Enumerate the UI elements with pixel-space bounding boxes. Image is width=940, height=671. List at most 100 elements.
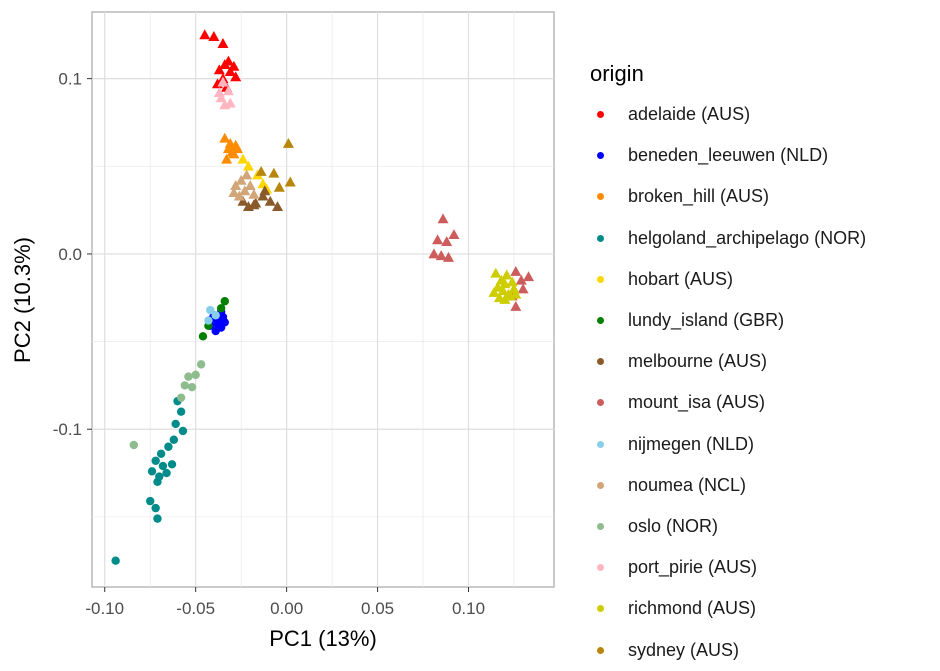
legend-item-melbourne: melbourne (AUS) <box>590 341 935 382</box>
legend-label: oslo (NOR) <box>628 515 719 536</box>
legend-items: adelaide (AUS) beneden_leeuwen (NLD) broke… <box>590 94 935 671</box>
point-broken-hill <box>228 148 240 159</box>
point-noumea <box>228 187 240 197</box>
plot-area: -0.10 -0.05 0.00 0.05 0.10 0.1 0.0 -0.1 PC1 (1… <box>10 11 555 651</box>
legend-label: mount_isa (AUS) <box>628 392 766 413</box>
point-noumea <box>248 188 260 199</box>
point-melbourne <box>272 201 284 211</box>
x-axis-title: PC1 (13%) <box>269 626 377 651</box>
point-oslo <box>196 360 206 369</box>
point-helgoland-archipelago <box>158 461 168 471</box>
point-helgoland-archipelago <box>169 435 179 444</box>
y-tick-label: 0.0 <box>58 245 82 264</box>
point-helgoland-archipelago <box>171 419 180 429</box>
x-tick-label: 0.05 <box>361 599 394 618</box>
point-sydney <box>282 137 294 148</box>
x-tick-label: -0.05 <box>176 599 215 618</box>
point-hobart <box>242 160 254 171</box>
legend-label: helgoland_archipelago (NOR) <box>628 227 867 248</box>
point-port-pirie <box>215 92 227 103</box>
point-mount-isa <box>437 213 449 224</box>
point-melbourne <box>257 190 269 201</box>
panel-border <box>91 11 555 588</box>
legend-label: beneden_leeuwen (NLD) <box>628 145 829 166</box>
point-mount-isa <box>448 229 460 240</box>
legend-item-noumea: noumea (NCL) <box>590 465 935 506</box>
x-tick-labels: -0.10 -0.05 0.00 0.05 0.10 <box>85 599 485 618</box>
legend-key <box>590 599 610 619</box>
point-melbourne <box>264 195 276 206</box>
legend-title: origin <box>590 61 644 86</box>
point-helgoland-archipelago <box>156 449 166 458</box>
point-helgoland-archipelago <box>164 442 173 451</box>
point-oslo <box>187 382 197 392</box>
legend-item-port-pirie: port_pirie (AUS) <box>590 547 935 588</box>
point-adelaide <box>213 64 225 75</box>
point-helgoland-archipelago <box>151 456 160 465</box>
point-mount-isa <box>428 248 440 259</box>
legend-item-hobart: hobart (AUS) <box>590 259 935 300</box>
legend-key <box>590 393 610 413</box>
legend-label: adelaide (AUS) <box>628 104 751 125</box>
point-nijmegen <box>204 316 213 325</box>
point-adelaide <box>208 31 220 41</box>
point-mount-isa <box>432 234 444 245</box>
legend-item-helgoland-archipelago: helgoland_archipelago (NOR) <box>590 218 935 259</box>
point-richmond <box>497 285 509 296</box>
point-noumea <box>244 180 256 190</box>
legend-label: nijmegen (NLD) <box>628 433 755 454</box>
legend-key <box>590 475 610 495</box>
point-helgoland-archipelago <box>176 407 186 416</box>
point-beneden-leeuwen <box>220 318 229 327</box>
point-richmond <box>488 286 500 297</box>
x-tick-label: -0.10 <box>85 599 124 618</box>
legend-swatch <box>596 234 604 242</box>
point-oslo <box>180 381 189 390</box>
y-tick-labels: 0.1 0.0 -0.1 <box>53 70 82 440</box>
point-helgoland-archipelago <box>151 503 160 513</box>
point-richmond <box>501 269 513 280</box>
point-mount-isa <box>523 271 535 282</box>
legend-swatch <box>596 522 604 530</box>
point-helgoland-archipelago <box>111 556 120 565</box>
point-richmond <box>490 267 502 278</box>
point-mount-isa <box>517 283 529 294</box>
legend-key <box>590 105 610 125</box>
legend-item-nijmegen: nijmegen (NLD) <box>590 424 935 465</box>
legend-swatch <box>596 605 604 613</box>
legend-key <box>590 558 610 578</box>
point-lundy-island <box>198 332 208 341</box>
point-sydney <box>255 166 267 176</box>
point-noumea <box>235 174 247 185</box>
legend-key <box>590 516 610 536</box>
point-port-pirie <box>213 87 225 98</box>
point-adelaide <box>217 38 229 48</box>
point-mount-isa <box>515 274 527 285</box>
legend-item-sydney: sydney (AUS) <box>590 629 935 670</box>
point-lundy-island <box>216 304 226 313</box>
y-axis-title: PC2 (10.3%) <box>10 237 35 363</box>
point-hobart <box>237 153 249 164</box>
legend-label: noumea (NCL) <box>628 474 747 495</box>
legend-swatch <box>596 399 604 407</box>
point-broken-hill <box>232 143 244 154</box>
legend-key <box>590 146 610 166</box>
legend-item-adelaide: adelaide (AUS) <box>590 94 935 135</box>
legend-item-broken-hill: broken_hill (AUS) <box>590 176 935 217</box>
point-richmond <box>499 294 511 304</box>
legend: origin adelaide (AUS) beneden_leeuwen (NL… <box>590 56 935 671</box>
point-port-pirie <box>219 99 231 110</box>
point-richmond <box>499 278 511 289</box>
legend-swatch <box>596 646 604 654</box>
point-oslo <box>184 372 193 381</box>
point-mount-isa <box>510 265 522 276</box>
x-tick-label: 0.10 <box>452 599 485 618</box>
x-tick-label: 0.00 <box>270 599 303 618</box>
point-sydney <box>284 176 296 187</box>
point-beneden-leeuwen <box>211 326 220 336</box>
point-adelaide <box>199 29 211 40</box>
point-mount-isa <box>510 301 522 311</box>
legend-key <box>590 640 610 660</box>
legend-label: sydney (AUS) <box>628 639 740 660</box>
